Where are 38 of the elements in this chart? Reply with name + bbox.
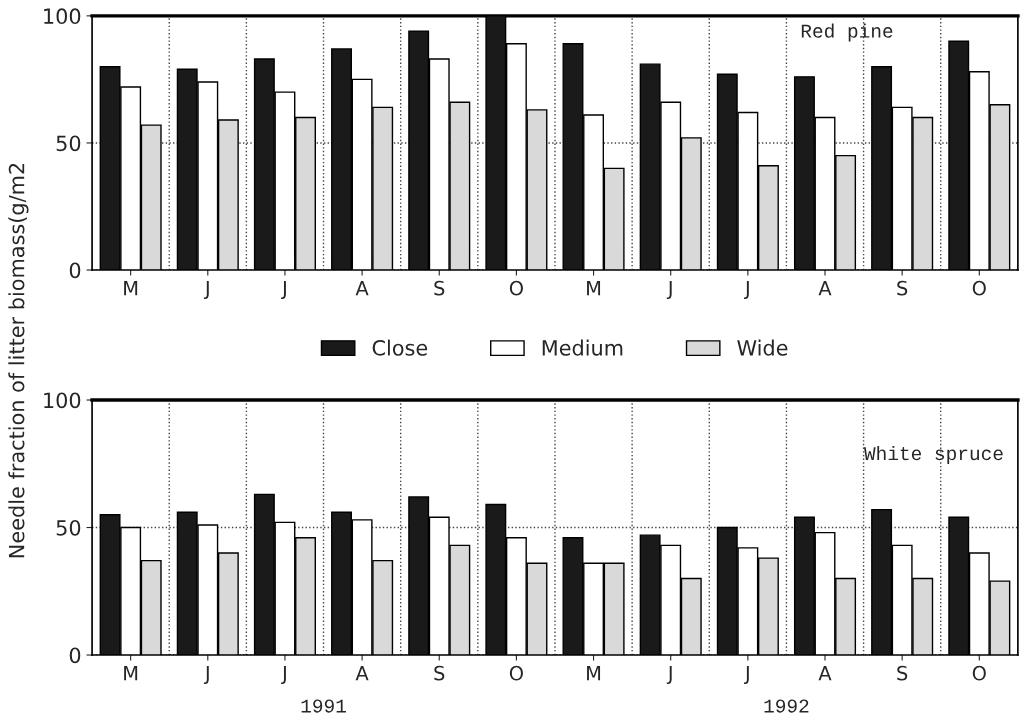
x-tick-label: M [124, 666, 138, 681]
x-tick-label: J [743, 666, 749, 685]
x-tick-label: A [355, 281, 369, 296]
x-tick-label: A [355, 666, 369, 681]
text: 1991 [301, 699, 346, 713]
x-tick-label: S [897, 280, 908, 296]
legend-label: Close [372, 339, 428, 356]
x-tick-label: O [972, 280, 986, 296]
x-tick-label: S [897, 665, 908, 681]
x-tick-label: J [281, 281, 286, 300]
x-tick-label: J [203, 281, 209, 300]
x-tick-label: S [434, 665, 445, 681]
x-tick-label: J [281, 666, 286, 685]
x-tick-label: O [509, 665, 523, 681]
x-tick-label: M [587, 281, 601, 296]
y-axis-title: Needle fraction of litter biomass(g/m2 [8, 163, 29, 558]
legend-label: Wide [737, 339, 788, 356]
x-tick-label: J [203, 666, 209, 685]
legend-label: Medium [542, 339, 623, 356]
annotation: White spruce [863, 445, 1003, 465]
y-tick-label: 50 [56, 519, 81, 536]
y-tick-label: 100 [44, 392, 81, 409]
x-tick-label: M [587, 666, 601, 681]
x-tick-label: O [509, 280, 523, 296]
x-tick-label: J [666, 281, 672, 300]
y-tick-label: 0 [69, 647, 81, 664]
text: 1992 [764, 699, 809, 713]
y-tick-label: 50 [56, 135, 81, 152]
x-tick-label: A [818, 666, 832, 681]
y-tick-label: 0 [69, 262, 81, 279]
x-tick-label: J [743, 281, 749, 300]
x-tick-label: A [818, 281, 832, 296]
x-tick-label: J [666, 666, 672, 685]
annotation: Red pine [801, 23, 893, 42]
x-tick-label: M [124, 281, 138, 296]
x-tick-label: S [434, 280, 445, 296]
y-tick-label: 100 [44, 8, 81, 25]
x-tick-label: O [972, 665, 986, 681]
